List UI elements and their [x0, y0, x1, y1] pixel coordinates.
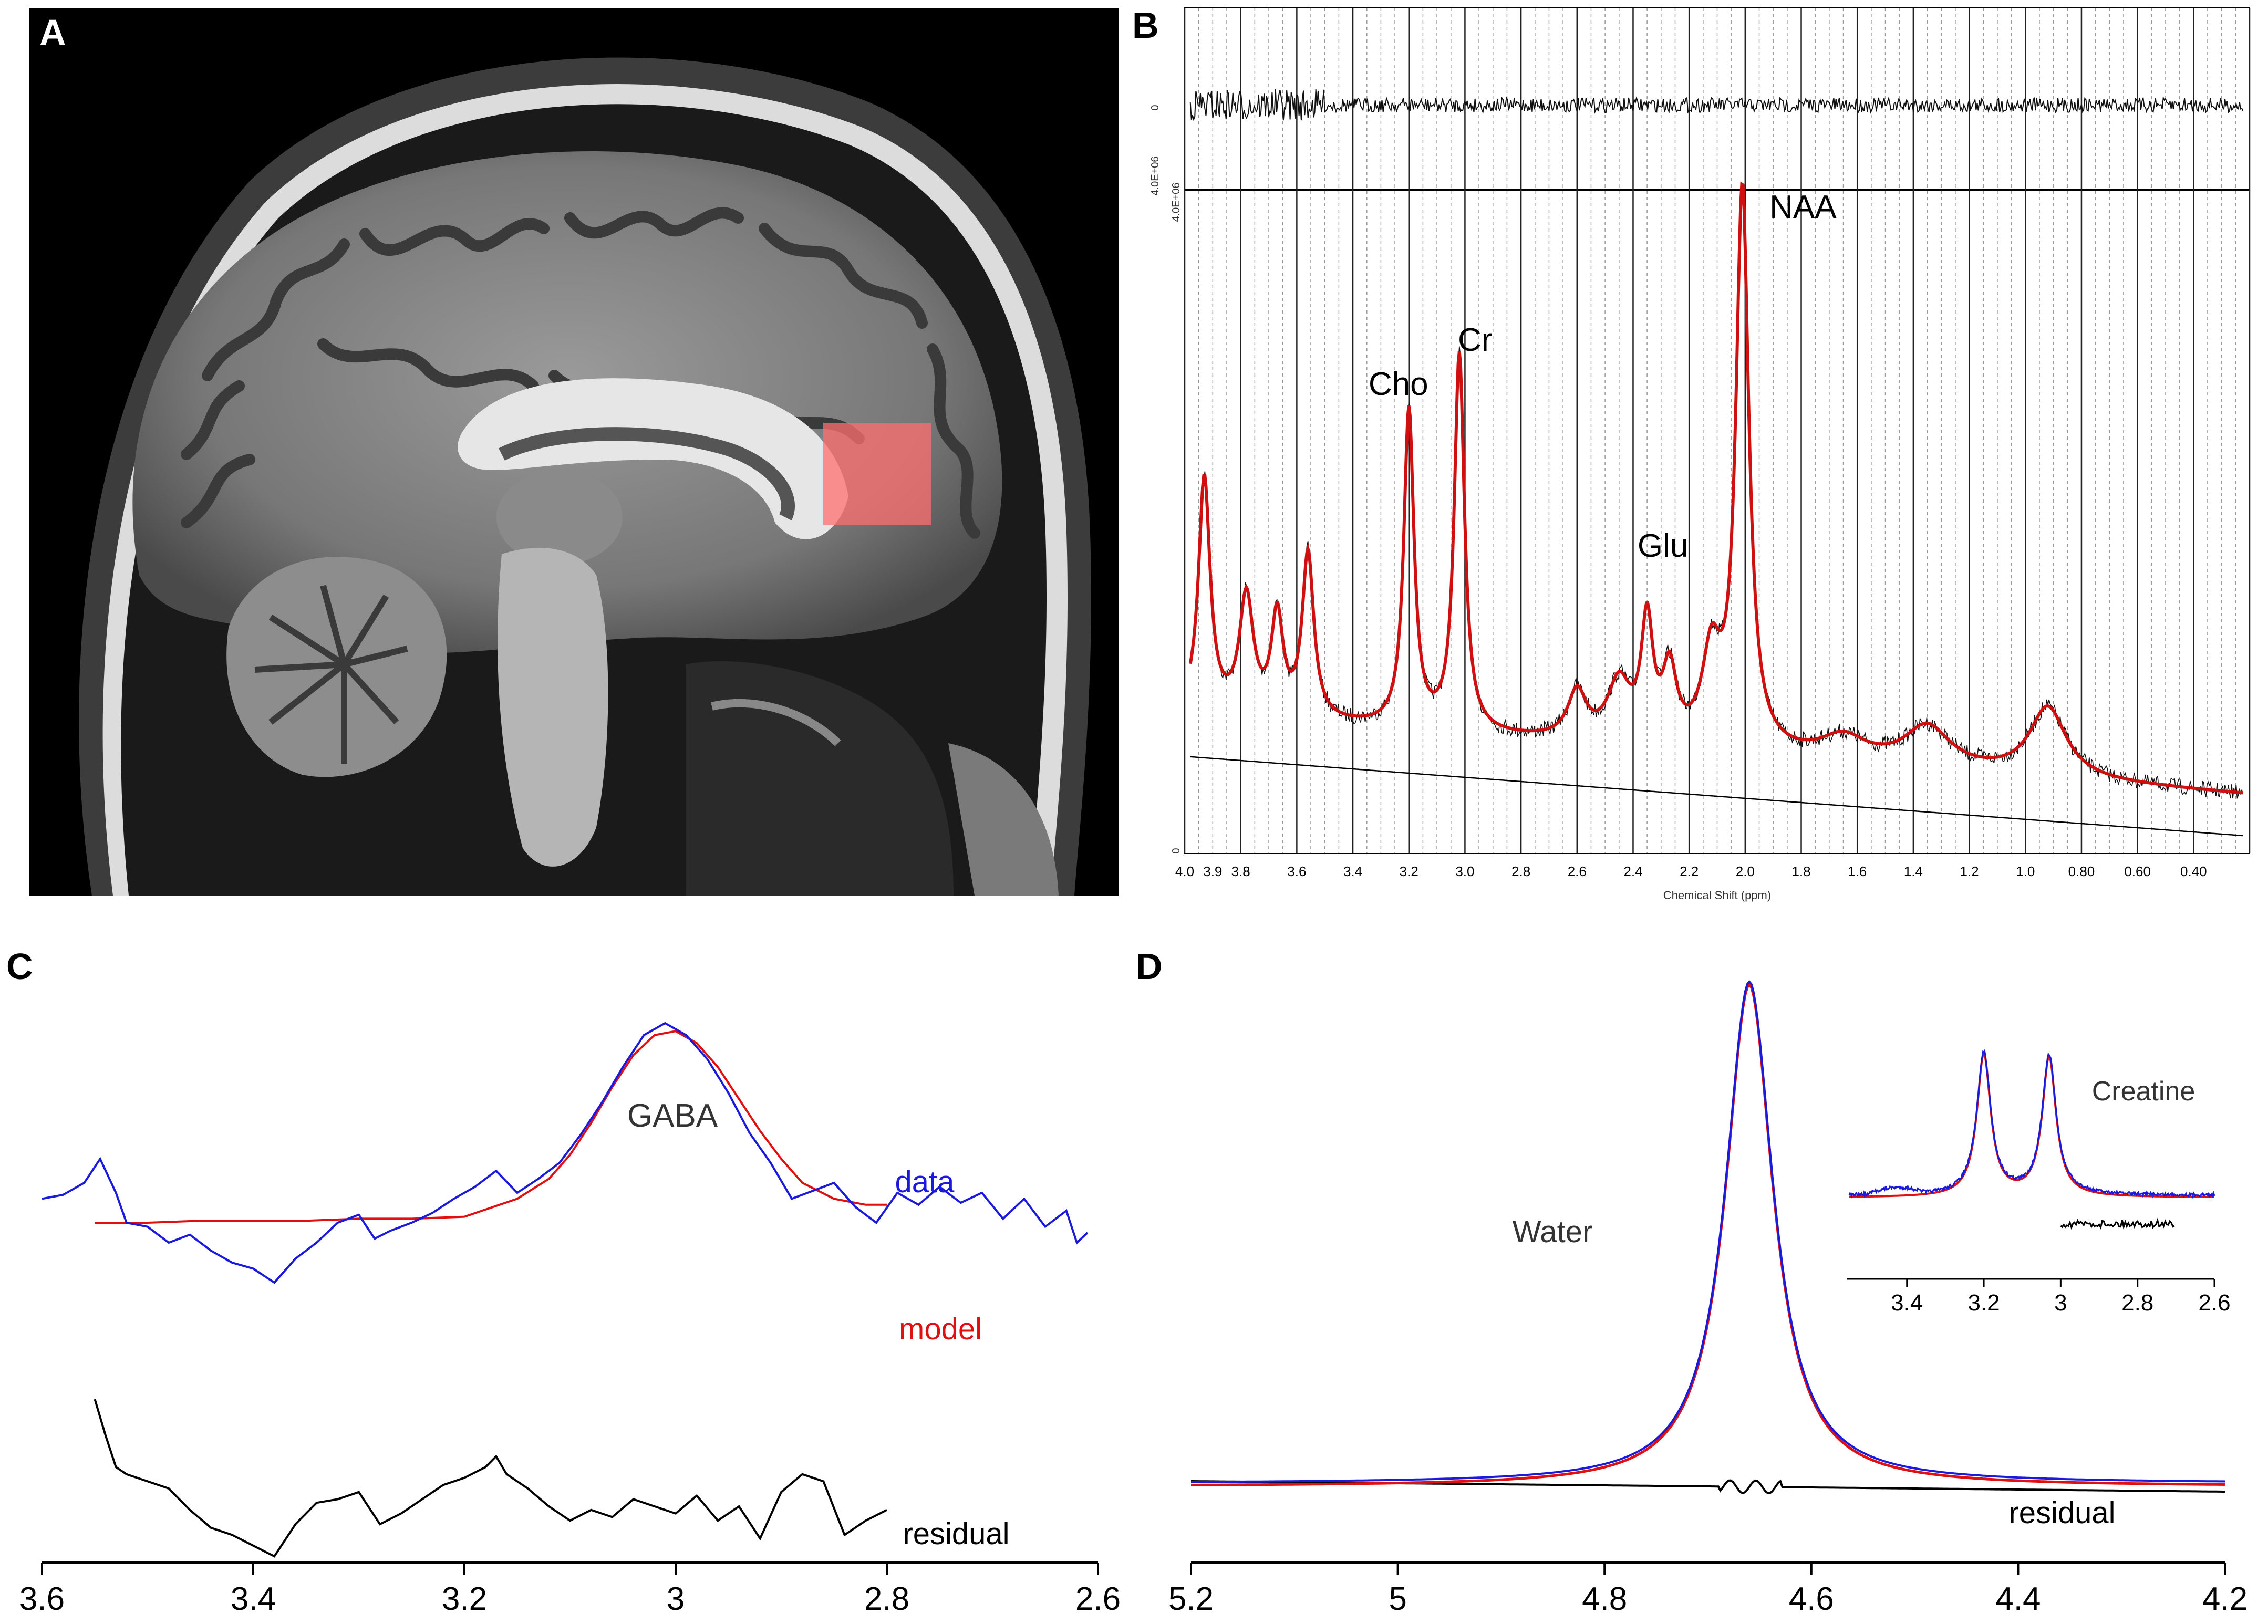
b-tick-label: 2.4	[1623, 863, 1642, 879]
b-baseline	[1190, 756, 2243, 837]
b-peak-label-cho: Cho	[1369, 366, 1428, 402]
voxel-roi	[823, 423, 931, 525]
b-tick-label: 1.8	[1791, 863, 1810, 879]
d-lines	[1191, 980, 2225, 1494]
d-labels: Water residual	[1513, 1215, 2116, 1530]
c-tick-label: 3.2	[442, 1581, 487, 1617]
b-residual	[1189, 89, 2244, 121]
c-tick-label: 3.6	[19, 1581, 65, 1617]
chart-c-gaba: 3.6 3.4 3.2 3 2.8 2.6 GABA data model residual	[19, 1022, 1121, 1617]
c-data-line	[42, 1022, 1089, 1284]
d-inset: 3.4 3.2 3 2.8 2.6 Creatine	[1847, 1048, 2231, 1316]
d-axis: 5.2 5 4.8 4.6 4.4 4.2	[1168, 1561, 2248, 1617]
chart-d-water: 5.2 5 4.8 4.6 4.4 4.2 3.4 3.2 3 2.8 2.6 Creatine W…	[1168, 980, 2248, 1617]
b-tick-label: 1.4	[1904, 863, 1923, 879]
d-data-line	[1191, 980, 2225, 1483]
c-tick-label: 3.4	[231, 1581, 276, 1617]
b-y-tick-bottom: 0	[1171, 848, 1182, 853]
b-tick-label: 2.0	[1736, 863, 1755, 879]
b-fit-line	[1188, 181, 2243, 795]
d-residual-label: residual	[2008, 1496, 2115, 1530]
c-model-line	[95, 1030, 887, 1224]
b-peak-label-naa: NAA	[1769, 189, 1837, 225]
d-inset-residual	[2060, 1217, 2175, 1230]
d-inset-tick-label: 2.8	[2121, 1290, 2153, 1316]
panel-b-label: B	[1132, 5, 1159, 46]
b-grid	[1184, 7, 2251, 854]
c-legend-residual: residual	[903, 1517, 1009, 1551]
b-tick-label: 3.8	[1231, 863, 1250, 879]
d-peak-label: Water	[1513, 1215, 1593, 1249]
c-tick-label: 3	[667, 1581, 685, 1617]
d-inset-data	[1848, 1048, 2215, 1200]
c-labels: GABA data model residual	[627, 1098, 1010, 1551]
panel-a-label: A	[39, 12, 66, 53]
b-ticks: 4.0 3.9 3.8 3.6 3.4 3.2 3.0 2.8 2.6 2.4 2.2 2.0 1.8 1…	[1149, 105, 2207, 902]
mri-sagittal-image	[29, 8, 1119, 896]
b-tick-label: 2.6	[1568, 863, 1587, 879]
c-lines	[42, 1022, 1089, 1558]
c-tick-label: 2.6	[1075, 1581, 1121, 1617]
b-tick-label: 0.60	[2124, 863, 2151, 879]
c-peak-label: GABA	[627, 1098, 718, 1134]
d-inset-tick-label: 3	[2054, 1290, 2067, 1316]
c-residual-line	[94, 1399, 887, 1558]
b-tick-label: 0.80	[2068, 863, 2095, 879]
d-inset-tick-label: 2.6	[2198, 1290, 2230, 1316]
b-tick-label: 3.9	[1203, 863, 1222, 879]
b-labels: NAA Cr Cho Glu	[1369, 189, 1837, 564]
d-tick-label: 5	[1389, 1581, 1406, 1617]
d-model-line	[1191, 983, 2225, 1486]
c-legend-model: model	[899, 1312, 982, 1346]
panel-c-label: C	[6, 946, 33, 987]
d-tick-label: 4.4	[1995, 1581, 2041, 1617]
b-tick-label: 4.0	[1175, 863, 1194, 879]
b-tick-label: 3.0	[1455, 863, 1474, 879]
b-tick-label: 0.40	[2180, 863, 2207, 879]
b-data-line	[1189, 186, 2243, 799]
c-axis: 3.6 3.4 3.2 3 2.8 2.6	[19, 1561, 1121, 1617]
b-tick-label: 1.2	[1960, 863, 1979, 879]
b-tick-label: 1.6	[1848, 863, 1867, 879]
d-inset-model	[1849, 1051, 2214, 1198]
b-tick-label: 2.8	[1511, 863, 1530, 879]
b-tick-label: 1.0	[2016, 863, 2035, 879]
b-main	[1188, 181, 2243, 837]
d-tick-label: 4.6	[1789, 1581, 1834, 1617]
panel-d-label: D	[1136, 946, 1163, 987]
b-tick-label: 3.6	[1287, 863, 1306, 879]
d-tick-label: 4.2	[2202, 1581, 2248, 1617]
d-tick-label: 5.2	[1168, 1581, 1214, 1617]
b-res-tick-0: 0	[1149, 105, 1161, 110]
c-legend-data: data	[895, 1165, 955, 1199]
b-res-tick-scale: 4.0E+06	[1149, 156, 1161, 195]
b-xlabel: Chemical Shift (ppm)	[1663, 889, 1771, 902]
b-tick-label: 2.2	[1680, 863, 1699, 879]
b-residual-line	[1189, 89, 2244, 121]
chart-b-spectrum: 4.0 3.9 3.8 3.6 3.4 3.2 3.0 2.8 2.6 2.4 2.2 2.0 1.8 1…	[1149, 7, 2251, 902]
b-tick-label: 3.2	[1400, 863, 1418, 879]
b-tick-label: 3.4	[1343, 863, 1362, 879]
d-tick-label: 4.8	[1582, 1581, 1627, 1617]
b-y-tick-top: 4.0E+06	[1171, 182, 1182, 222]
c-tick-label: 2.8	[864, 1581, 909, 1617]
mri-drawing	[29, 8, 1119, 896]
b-peak-label-glu: Glu	[1638, 528, 1688, 564]
d-inset-tick-label: 3.4	[1891, 1290, 1923, 1316]
d-inset-label: Creatine	[2092, 1076, 2195, 1107]
d-inset-tick-label: 3.2	[1967, 1290, 2000, 1316]
b-peak-label-cr: Cr	[1458, 322, 1492, 358]
